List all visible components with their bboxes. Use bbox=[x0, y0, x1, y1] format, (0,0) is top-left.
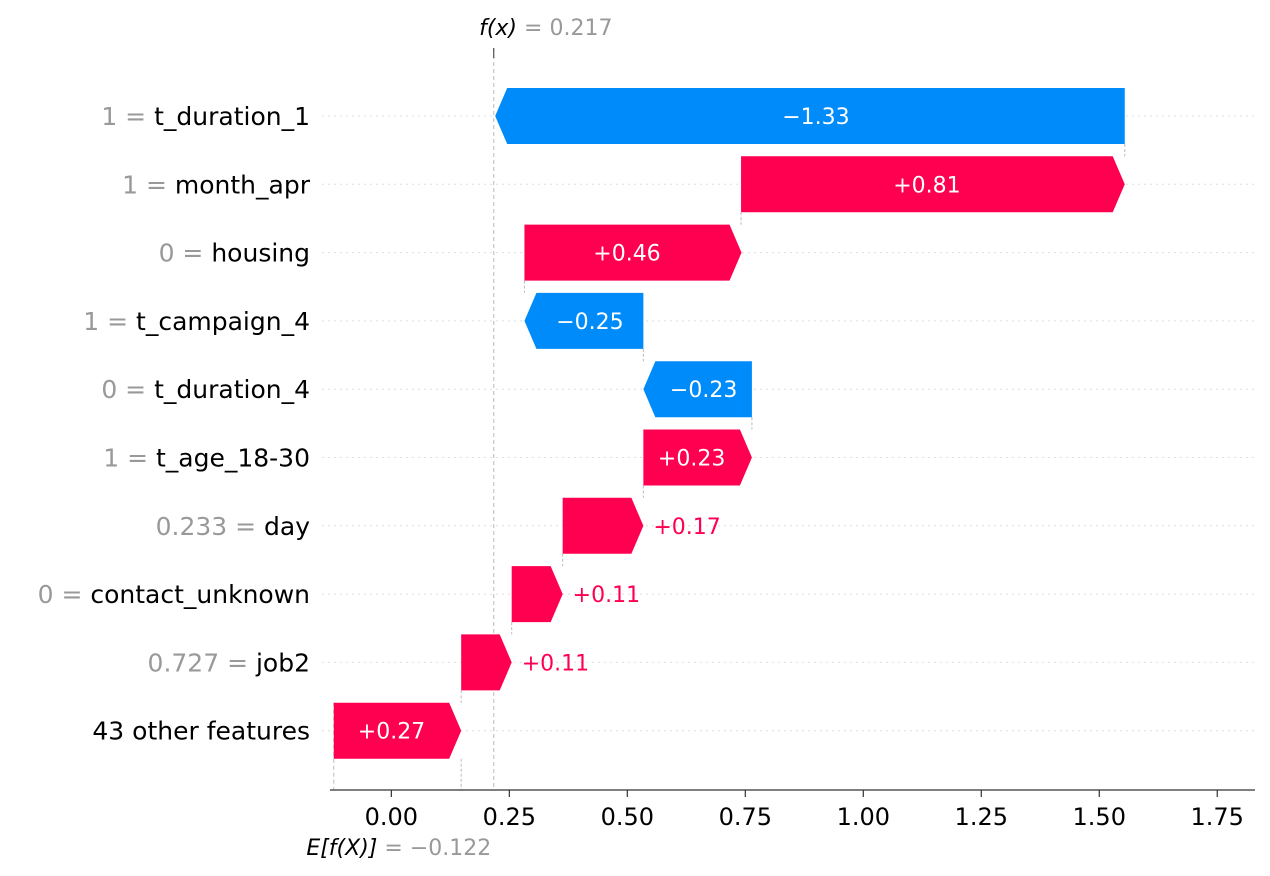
bars: −1.33 +0.81 +0.46 −0.25 −0.23 +0.23 +0.17 +0.11… bbox=[333, 88, 1125, 759]
feature-name: housing bbox=[211, 239, 310, 268]
data-label: +0.11 bbox=[522, 651, 589, 676]
x-axis: 0.00 0.25 0.50 0.75 1.00 1.25 1.50 1.75 bbox=[330, 789, 1255, 831]
feature-name: 43 other features bbox=[92, 717, 310, 746]
feature-name: job2 bbox=[255, 648, 310, 677]
bar-job2 bbox=[461, 634, 512, 691]
feature-label: 1 = month_apr bbox=[122, 170, 311, 199]
feature-label: 0.233 = day bbox=[156, 512, 311, 541]
bar-contact_unknown bbox=[511, 566, 563, 623]
feature-name: month_apr bbox=[175, 170, 311, 199]
feature-label: 1 = t_campaign_4 bbox=[83, 307, 310, 336]
feature-label: 1 = t_duration_1 bbox=[101, 102, 310, 131]
ex-annotation: E[f(X)] = −0.122 bbox=[306, 836, 491, 861]
feature-label: 0 = housing bbox=[159, 239, 310, 268]
feature-value: 1 bbox=[83, 307, 99, 336]
x-tick-label: 0.50 bbox=[601, 803, 654, 831]
feature-label: 0 = t_duration_4 bbox=[101, 375, 310, 404]
ex-value: −0.122 bbox=[410, 836, 491, 861]
ex-label: E[f(X)] bbox=[306, 836, 377, 861]
feature-name: contact_unknown bbox=[90, 580, 310, 609]
x-tick-label: 0.00 bbox=[365, 803, 418, 831]
feature-name: day bbox=[264, 512, 310, 541]
fx-annotation: f(x) = 0.217 bbox=[479, 16, 612, 41]
x-tick-label: 0.25 bbox=[483, 803, 536, 831]
feature-value: 0 bbox=[159, 239, 175, 268]
feature-label: 43 other features bbox=[92, 717, 310, 746]
feature-name: t_duration_4 bbox=[154, 375, 310, 404]
bar-t_age_18-30 bbox=[643, 429, 752, 486]
fx-label: f(x) bbox=[479, 16, 517, 41]
bar-t_duration_1 bbox=[495, 88, 1125, 144]
feature-name: t_campaign_4 bbox=[136, 307, 310, 336]
feature-equals: = bbox=[174, 239, 211, 268]
feature-value: 1 bbox=[122, 170, 138, 199]
feature-value: 1 bbox=[103, 444, 119, 473]
feature-equals: = bbox=[54, 580, 91, 609]
data-label: −0.23 bbox=[670, 378, 737, 403]
fx-value: 0.217 bbox=[549, 16, 612, 41]
data-label: +0.27 bbox=[358, 720, 425, 745]
bar-t_campaign_4 bbox=[524, 292, 644, 349]
ex-equals: = bbox=[384, 836, 409, 861]
x-tick-label: 1.50 bbox=[1073, 803, 1126, 831]
feature-label: 0.727 = job2 bbox=[148, 648, 310, 677]
x-tick-label: 1.75 bbox=[1191, 803, 1244, 831]
fx-equals: = bbox=[524, 16, 549, 41]
bar-t_duration_4 bbox=[643, 361, 752, 418]
feature-value: 0 bbox=[101, 375, 117, 404]
connector-lines bbox=[460, 144, 1126, 790]
feature-label: 1 = t_age_18-30 bbox=[103, 444, 310, 473]
feature-value: 0 bbox=[38, 580, 54, 609]
feature-name: t_age_18-30 bbox=[156, 444, 310, 473]
feature-value: 0.727 bbox=[148, 648, 220, 677]
data-label: +0.11 bbox=[573, 583, 640, 608]
feature-equals: = bbox=[119, 444, 156, 473]
feature-equals: = bbox=[219, 648, 256, 677]
bar-month_apr bbox=[741, 156, 1125, 213]
data-label: +0.23 bbox=[658, 447, 725, 472]
x-tick-label: 0.75 bbox=[719, 803, 772, 831]
feature-equals: = bbox=[117, 102, 154, 131]
feature-value: 1 bbox=[101, 102, 117, 131]
bar-housing bbox=[524, 224, 742, 281]
feature-name: t_duration_1 bbox=[154, 102, 310, 131]
data-label: −1.33 bbox=[782, 105, 849, 130]
x-tick-label: 1.25 bbox=[955, 803, 1008, 831]
bar-day bbox=[562, 497, 644, 554]
feature-equals: = bbox=[138, 170, 175, 199]
data-label: +0.46 bbox=[593, 242, 660, 267]
data-label: +0.81 bbox=[893, 173, 960, 198]
data-label: −0.25 bbox=[556, 310, 623, 335]
data-label: +0.17 bbox=[653, 515, 720, 540]
feature-label: 0 = contact_unknown bbox=[38, 580, 310, 609]
bar-43 other features bbox=[333, 702, 462, 759]
x-tick-label: 1.00 bbox=[837, 803, 890, 831]
feature-equals: = bbox=[99, 307, 136, 336]
feature-equals: = bbox=[117, 375, 154, 404]
feature-equals: = bbox=[227, 512, 264, 541]
feature-value: 0.233 bbox=[156, 512, 228, 541]
